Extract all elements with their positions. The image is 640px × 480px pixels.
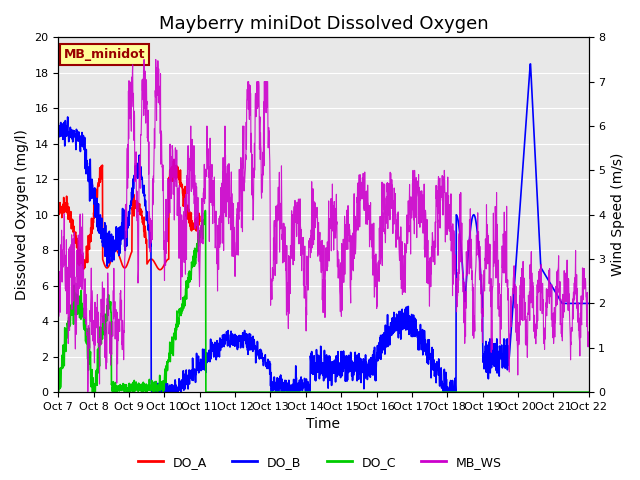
DO_C bbox=[54, 389, 62, 395]
DO_B bbox=[570, 300, 577, 306]
DO_B bbox=[527, 61, 534, 67]
DO_B bbox=[54, 127, 62, 132]
Y-axis label: Dissolved Oxygen (mg/l): Dissolved Oxygen (mg/l) bbox=[15, 129, 29, 300]
DO_C bbox=[202, 208, 209, 214]
X-axis label: Time: Time bbox=[307, 418, 340, 432]
DO_C bbox=[299, 389, 307, 395]
DO_A bbox=[54, 209, 62, 215]
DO_B bbox=[299, 388, 307, 394]
Line: DO_B: DO_B bbox=[58, 64, 589, 392]
MB_WS bbox=[54, 298, 62, 303]
Line: MB_WS: MB_WS bbox=[58, 60, 589, 392]
DO_C bbox=[472, 389, 480, 395]
Text: MB_minidot: MB_minidot bbox=[64, 48, 145, 61]
Line: DO_C: DO_C bbox=[58, 211, 589, 392]
DO_C bbox=[312, 389, 320, 395]
MB_WS bbox=[313, 210, 321, 216]
MB_WS bbox=[585, 339, 593, 345]
DO_C bbox=[585, 389, 593, 395]
MB_WS bbox=[570, 289, 577, 295]
Line: DO_A: DO_A bbox=[58, 160, 200, 270]
DO_B bbox=[312, 347, 320, 352]
DO_B bbox=[585, 300, 593, 306]
Y-axis label: Wind Speed (m/s): Wind Speed (m/s) bbox=[611, 153, 625, 276]
MB_WS bbox=[82, 304, 90, 310]
Title: Mayberry miniDot Dissolved Oxygen: Mayberry miniDot Dissolved Oxygen bbox=[159, 15, 488, 33]
DO_B bbox=[82, 166, 90, 172]
MB_WS bbox=[299, 235, 307, 241]
DO_C bbox=[82, 338, 90, 344]
DO_B bbox=[148, 389, 156, 395]
DO_B bbox=[472, 220, 480, 226]
MB_WS bbox=[570, 299, 577, 304]
Legend: DO_A, DO_B, DO_C, MB_WS: DO_A, DO_B, DO_C, MB_WS bbox=[133, 451, 507, 474]
DO_B bbox=[570, 300, 577, 306]
DO_C bbox=[570, 389, 577, 395]
MB_WS bbox=[84, 389, 92, 395]
MB_WS bbox=[140, 57, 148, 62]
DO_C bbox=[570, 389, 577, 395]
DO_A bbox=[82, 258, 90, 264]
MB_WS bbox=[472, 232, 480, 238]
